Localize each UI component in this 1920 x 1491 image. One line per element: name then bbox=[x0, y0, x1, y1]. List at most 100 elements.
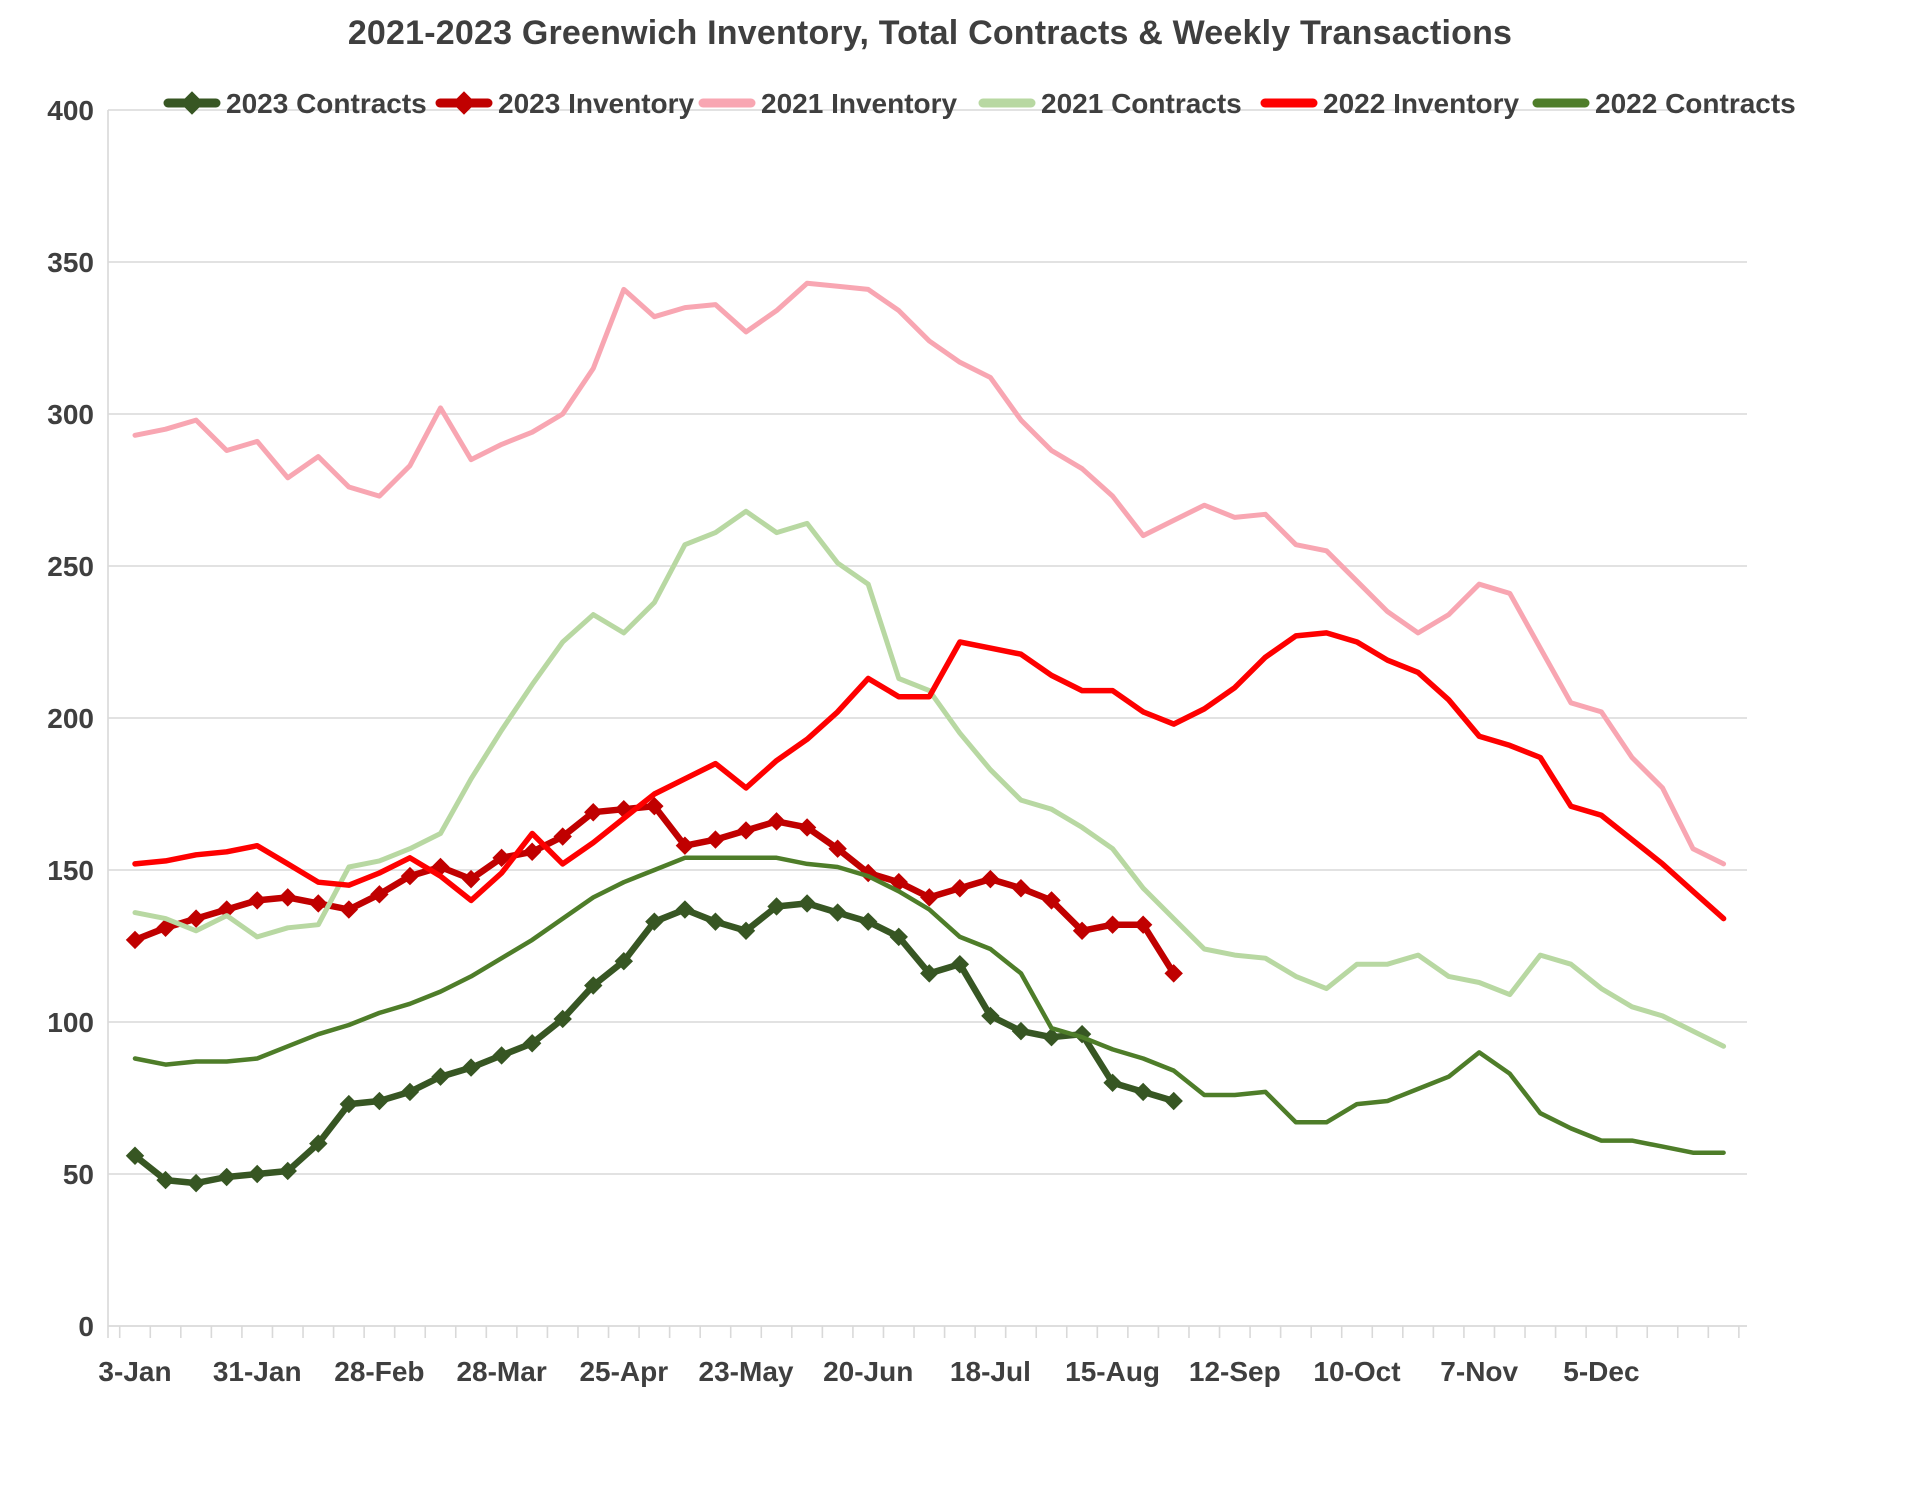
y-axis-label: 350 bbox=[47, 247, 94, 278]
series-2021-contracts bbox=[132, 508, 1727, 1049]
series-2023-inventory bbox=[125, 796, 1183, 983]
series-marker-diamond bbox=[797, 894, 817, 913]
series-marker-diamond bbox=[247, 1164, 267, 1184]
x-axis-label: 3-Jan bbox=[98, 1356, 171, 1387]
x-axis-label: 18-Jul bbox=[950, 1356, 1031, 1387]
series-marker-diamond bbox=[767, 812, 786, 831]
series-marker-diamond bbox=[400, 1082, 420, 1102]
series-marker-diamond bbox=[645, 912, 664, 931]
x-axis-label: 25-Apr bbox=[579, 1356, 668, 1387]
series-marker-diamond bbox=[217, 1167, 236, 1187]
legend-label: 2021 Contracts bbox=[1041, 88, 1242, 119]
series-marker-diamond bbox=[156, 918, 175, 937]
series-line bbox=[132, 630, 1727, 922]
series-marker-diamond bbox=[706, 912, 725, 931]
series-marker-diamond bbox=[553, 1009, 572, 1029]
series-marker-diamond bbox=[1133, 915, 1153, 934]
legend-label: 2023 Inventory bbox=[498, 88, 695, 119]
x-axis-label: 10-Oct bbox=[1313, 1356, 1400, 1387]
x-axis-label: 20-Jun bbox=[823, 1356, 913, 1387]
y-axis-label: 150 bbox=[47, 855, 94, 886]
series-marker-diamond bbox=[1133, 1082, 1153, 1102]
x-axis-label: 23-May bbox=[699, 1356, 794, 1387]
x-axis-label: 31-Jan bbox=[213, 1356, 302, 1387]
series-marker-diamond bbox=[797, 818, 817, 837]
series-marker-diamond bbox=[186, 909, 206, 928]
series-marker-diamond bbox=[400, 866, 420, 886]
legend-item-2021-inventory: 2021 Inventory bbox=[698, 88, 958, 119]
legend-item-2021-contracts: 2021 Contracts bbox=[978, 88, 1242, 119]
series-marker-diamond bbox=[1042, 1027, 1061, 1047]
series-marker-diamond bbox=[584, 976, 603, 995]
series-marker-diamond bbox=[125, 930, 145, 950]
series-marker-diamond bbox=[920, 964, 939, 983]
series-marker-diamond bbox=[339, 1094, 359, 1114]
legend-item-2023-contracts: 2023 Contracts bbox=[163, 88, 427, 119]
legend-label: 2021 Inventory bbox=[761, 88, 958, 119]
series-marker-diamond bbox=[492, 1046, 511, 1065]
series-marker-diamond bbox=[1011, 1021, 1031, 1041]
series-marker-diamond bbox=[981, 869, 1000, 889]
series-marker-diamond bbox=[1042, 891, 1061, 910]
x-axis-label: 28-Mar bbox=[456, 1356, 546, 1387]
series-marker-diamond bbox=[309, 894, 328, 913]
y-axis-label: 250 bbox=[47, 551, 94, 582]
series-2022-inventory bbox=[132, 630, 1727, 922]
series-marker-diamond bbox=[645, 796, 664, 816]
legend-label: 2022 Inventory bbox=[1323, 88, 1520, 119]
series-marker-diamond bbox=[950, 879, 970, 898]
series-marker-diamond bbox=[828, 903, 847, 922]
series-marker-diamond bbox=[584, 803, 603, 822]
x-axis-label: 7-Nov bbox=[1440, 1356, 1518, 1387]
series-marker-diamond bbox=[981, 1006, 1000, 1026]
legend-item-2022-contracts: 2022 Contracts bbox=[1532, 88, 1796, 119]
legend-label: 2023 Contracts bbox=[226, 88, 427, 119]
y-axis-label: 50 bbox=[63, 1159, 94, 1190]
series-marker-diamond bbox=[461, 869, 481, 889]
series-marker-diamond bbox=[339, 900, 359, 919]
series-marker-diamond bbox=[858, 912, 878, 931]
series-marker-diamond bbox=[522, 842, 542, 861]
series-marker-diamond bbox=[553, 827, 572, 846]
series-marker-diamond bbox=[675, 836, 695, 855]
y-axis-label: 400 bbox=[47, 95, 94, 126]
y-axis-label: 300 bbox=[47, 399, 94, 430]
series-marker-diamond bbox=[828, 839, 847, 858]
series-marker-diamond bbox=[1103, 915, 1122, 934]
series-marker-diamond bbox=[370, 1091, 389, 1111]
series-marker-diamond bbox=[309, 1134, 328, 1153]
series-marker-diamond bbox=[1072, 921, 1092, 941]
x-axis-label: 12-Sep bbox=[1189, 1356, 1281, 1387]
series-line bbox=[132, 508, 1727, 1049]
y-axis-label: 0 bbox=[78, 1311, 94, 1342]
series-marker-diamond bbox=[1164, 1091, 1183, 1111]
legend-marker-diamond bbox=[180, 91, 204, 115]
series-marker-diamond bbox=[247, 891, 267, 910]
chart-title: 2021-2023 Greenwich Inventory, Total Con… bbox=[347, 14, 1513, 52]
series-marker-diamond bbox=[767, 897, 786, 916]
series-marker-diamond bbox=[1164, 964, 1183, 983]
series-marker-diamond bbox=[706, 830, 725, 849]
x-axis-label: 15-Aug bbox=[1065, 1356, 1160, 1387]
y-axis-label: 200 bbox=[47, 703, 94, 734]
legend-marker-diamond bbox=[452, 91, 476, 115]
series-2021-inventory bbox=[132, 280, 1727, 867]
series-marker-diamond bbox=[125, 1146, 145, 1165]
series-marker-diamond bbox=[889, 927, 908, 947]
series-marker-diamond bbox=[461, 1058, 481, 1077]
series-marker-diamond bbox=[920, 888, 939, 907]
series-marker-diamond bbox=[522, 1034, 542, 1053]
series-marker-diamond bbox=[370, 885, 389, 904]
series-2022-contracts bbox=[132, 855, 1726, 1155]
series-marker-diamond bbox=[186, 1173, 206, 1193]
series-marker-diamond bbox=[675, 900, 695, 919]
series-marker-diamond bbox=[431, 1067, 450, 1086]
legend-item-2023-inventory: 2023 Inventory bbox=[435, 88, 695, 119]
series-marker-diamond bbox=[614, 951, 634, 971]
series-marker-diamond bbox=[736, 821, 756, 840]
x-axis-label: 5-Dec bbox=[1563, 1356, 1639, 1387]
series-line bbox=[132, 855, 1726, 1155]
legend-item-2022-inventory: 2022 Inventory bbox=[1260, 88, 1520, 119]
